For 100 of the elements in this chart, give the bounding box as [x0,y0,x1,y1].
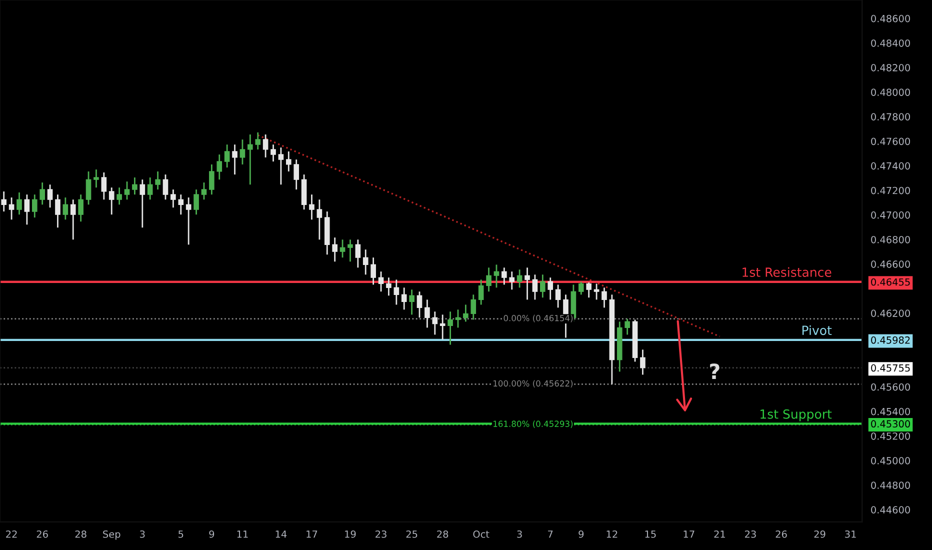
candlestick [40,182,45,206]
candlestick [201,182,207,200]
x-tick-label: 19 [345,530,356,538]
candlestick [455,308,461,328]
candlestick [624,318,630,336]
candlestick [602,286,607,308]
candlestick [401,286,407,310]
candlestick [170,188,176,208]
candlestick [194,188,199,216]
candlestick [140,178,146,228]
ref-line-label: 0.00% (0.46154) [504,314,573,322]
candlestick [62,196,68,220]
x-tick-label: 14 [276,530,287,538]
x-tick-label: 17 [306,530,318,538]
candlestick [578,281,584,296]
candlestick [24,194,30,226]
y-tick-label: 0.45400 [871,408,910,416]
candlestick [86,170,92,206]
candlestick [440,314,446,340]
x-tick-label: 31 [845,530,856,538]
x-tick-label: 3 [140,530,145,538]
x-tick-label: 5 [178,530,184,538]
x-tick-label: 28 [437,530,448,538]
y-tick-label: 0.46600 [871,260,910,268]
candlestick [101,172,107,200]
candlestick [386,276,392,296]
candlestick [55,194,60,228]
x-tick-label: 23 [376,530,386,538]
y-tick-label: 0.45000 [871,457,910,464]
x-tick-label: 12 [606,530,618,538]
candlestick [286,150,292,172]
candlestick [640,348,646,376]
candlestick [132,176,138,196]
candlestick [424,298,430,328]
y2-tick-label: 0.45300 [871,420,910,428]
x-tick-label: 26 [36,530,48,538]
candlestick [270,144,276,162]
x-tick-label: 3 [517,530,522,538]
candlestick [524,266,530,300]
candlestick [70,198,76,240]
x-tick-label: 23 [745,530,756,538]
x-tick-label: 15 [645,530,656,538]
ref-line-label: 1st Resistance [742,267,832,277]
candlestick [516,268,522,288]
ref-line-label: 161.80% (0.45293) [494,420,573,428]
candlestick [47,184,53,208]
candlestick [586,282,592,298]
candlestick [232,144,238,176]
y-tick-label: 0.47000 [871,211,910,219]
candlestick [470,294,476,320]
y-tick-label: 0.46200 [871,310,910,317]
candlestick [248,134,253,186]
candlestick [486,266,492,292]
y-tick-label: 0.47400 [871,162,910,170]
x-tick-label: 28 [75,530,86,538]
x-tick-label: 25 [406,530,418,538]
y2-tick-label: 0.46455 [871,278,910,286]
candlestick [378,270,384,292]
candlestick [548,276,554,300]
candlestick [316,198,322,240]
x-tick-label: 26 [776,530,787,538]
y-tick-label: 0.45600 [871,383,910,391]
candlestick [478,278,484,306]
candlestick [594,283,600,300]
candlestick [294,158,300,190]
y-tick-label: 0.44800 [871,482,910,489]
candlestick [362,248,368,276]
candlestick [532,274,538,300]
x-tick-label: Oct [473,530,490,538]
x-tick-label: 29 [814,530,826,538]
y-tick-label: 0.48400 [871,39,910,47]
candlestick [32,194,38,218]
x-tick-label: 22 [6,530,17,538]
candlestick [209,164,214,196]
candlestick [124,180,130,200]
candlestick [108,186,114,216]
ref-line-label: 100.00% (0.45622) [494,380,573,388]
candlestick [216,154,222,180]
candlestick [224,144,230,168]
candlestick [394,278,400,306]
y-tick-label: 0.44600 [871,506,910,514]
y-tick-label: 0.48600 [871,14,910,22]
candlestick [255,132,261,150]
candlestick [540,274,546,298]
ref-line-label: 1st Support [760,409,832,422]
candlestick [262,134,268,158]
y-tick-label: 0.45200 [871,432,910,440]
candlestick [240,138,246,166]
x-tick-label: 17 [684,530,694,538]
candlestick [502,266,507,286]
candlestick [162,174,168,200]
y2-tick-label: 0.45982 [871,336,910,344]
candlestick [340,238,346,258]
candlestick [348,238,353,262]
y-tick-label: 0.47800 [871,113,910,121]
candlestick [147,176,153,200]
x-tick-label: 9 [578,530,584,538]
candlestick [8,196,14,220]
y2-tick-label: 0.45755 [871,364,910,372]
annotation: ? [710,363,720,379]
